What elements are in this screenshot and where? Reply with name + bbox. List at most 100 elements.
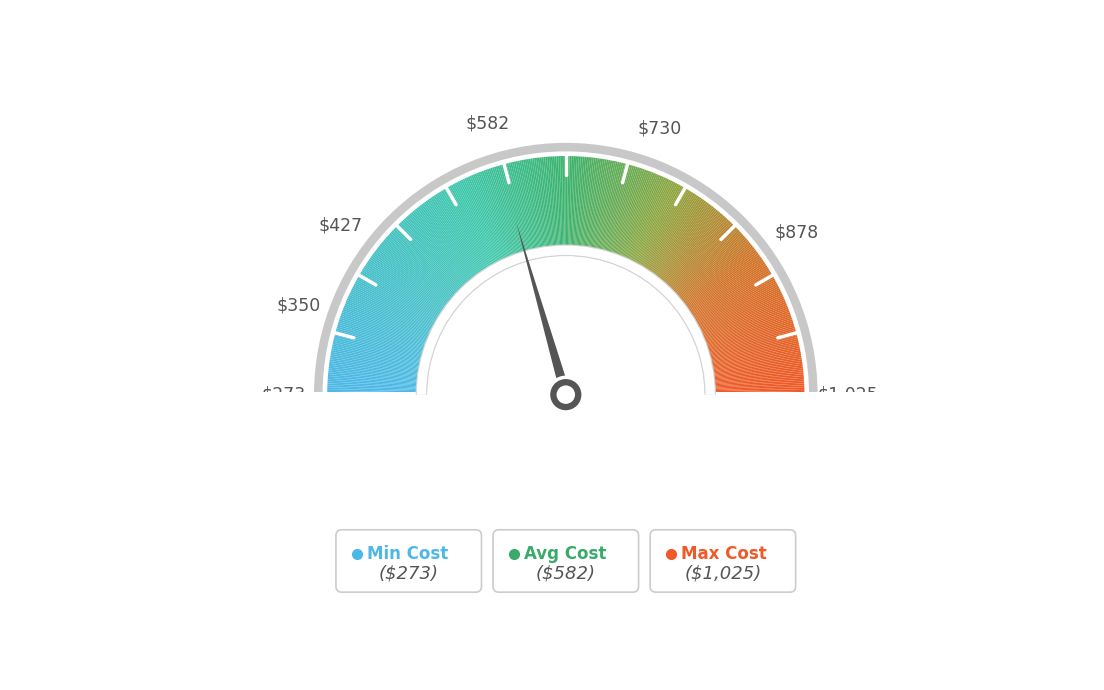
Wedge shape [323, 374, 421, 383]
Wedge shape [585, 155, 599, 250]
Wedge shape [700, 302, 790, 340]
Wedge shape [434, 190, 488, 273]
Wedge shape [508, 159, 532, 253]
Wedge shape [497, 161, 526, 255]
Wedge shape [570, 152, 573, 249]
Wedge shape [460, 175, 503, 264]
Wedge shape [710, 360, 806, 375]
Wedge shape [498, 161, 527, 255]
Wedge shape [323, 385, 421, 390]
Wedge shape [582, 154, 594, 250]
Wedge shape [657, 206, 719, 282]
Wedge shape [422, 199, 480, 277]
Wedge shape [710, 357, 806, 373]
Wedge shape [688, 262, 769, 316]
Wedge shape [329, 340, 424, 363]
Wedge shape [688, 263, 771, 317]
Wedge shape [686, 257, 766, 313]
Wedge shape [637, 183, 686, 268]
Wedge shape [420, 249, 712, 395]
Wedge shape [323, 389, 421, 393]
Wedge shape [520, 156, 540, 252]
Wedge shape [327, 355, 422, 372]
Bar [220, 393, 912, 614]
Wedge shape [380, 237, 455, 301]
Wedge shape [373, 246, 450, 306]
Wedge shape [500, 161, 528, 255]
Wedge shape [357, 270, 442, 321]
Wedge shape [417, 202, 478, 279]
Wedge shape [704, 324, 798, 353]
Wedge shape [711, 383, 808, 389]
Wedge shape [636, 182, 684, 268]
Wedge shape [413, 206, 475, 282]
Wedge shape [648, 195, 705, 275]
Wedge shape [340, 306, 431, 342]
Wedge shape [372, 248, 450, 307]
Wedge shape [624, 172, 664, 262]
Wedge shape [325, 364, 422, 377]
Wedge shape [633, 179, 679, 266]
Wedge shape [562, 152, 564, 249]
Wedge shape [689, 266, 773, 319]
Wedge shape [506, 159, 531, 254]
Wedge shape [710, 362, 806, 377]
Wedge shape [711, 380, 808, 386]
Wedge shape [495, 162, 524, 255]
Wedge shape [475, 169, 512, 259]
Wedge shape [592, 156, 612, 252]
Wedge shape [689, 265, 772, 317]
Wedge shape [379, 239, 455, 302]
Wedge shape [541, 153, 552, 250]
Wedge shape [583, 154, 596, 250]
Wedge shape [676, 236, 751, 300]
Wedge shape [647, 193, 702, 275]
Wedge shape [664, 215, 731, 288]
Wedge shape [705, 327, 799, 355]
Text: ($1,025): ($1,025) [684, 564, 762, 582]
Wedge shape [652, 199, 711, 278]
Wedge shape [711, 387, 808, 391]
Wedge shape [707, 336, 802, 361]
Wedge shape [418, 201, 478, 279]
Wedge shape [710, 359, 806, 374]
Wedge shape [359, 266, 443, 319]
Wedge shape [335, 322, 427, 352]
Wedge shape [616, 167, 651, 259]
Wedge shape [554, 152, 560, 249]
Wedge shape [711, 372, 807, 382]
Wedge shape [588, 155, 606, 251]
Text: $582: $582 [466, 115, 510, 132]
Wedge shape [581, 153, 593, 250]
Wedge shape [654, 201, 713, 279]
Wedge shape [342, 298, 433, 338]
Wedge shape [446, 183, 495, 268]
Wedge shape [680, 244, 757, 306]
Wedge shape [643, 189, 696, 272]
Wedge shape [415, 203, 477, 280]
Wedge shape [331, 333, 425, 359]
Wedge shape [604, 161, 631, 255]
Wedge shape [707, 333, 800, 359]
Wedge shape [559, 152, 562, 249]
Wedge shape [433, 191, 487, 273]
Wedge shape [655, 203, 716, 280]
Wedge shape [328, 346, 423, 366]
Wedge shape [414, 204, 476, 281]
Wedge shape [673, 231, 746, 297]
Wedge shape [330, 336, 425, 361]
Wedge shape [612, 165, 645, 257]
Wedge shape [697, 290, 785, 333]
Wedge shape [349, 284, 436, 330]
Wedge shape [580, 153, 591, 250]
Wedge shape [628, 175, 671, 264]
Wedge shape [323, 382, 421, 388]
Wedge shape [594, 157, 615, 252]
Wedge shape [363, 260, 445, 315]
Wedge shape [584, 154, 598, 250]
Wedge shape [701, 307, 793, 343]
Wedge shape [535, 154, 549, 250]
Wedge shape [702, 310, 794, 346]
Wedge shape [514, 157, 537, 253]
Text: Avg Cost: Avg Cost [524, 545, 606, 563]
